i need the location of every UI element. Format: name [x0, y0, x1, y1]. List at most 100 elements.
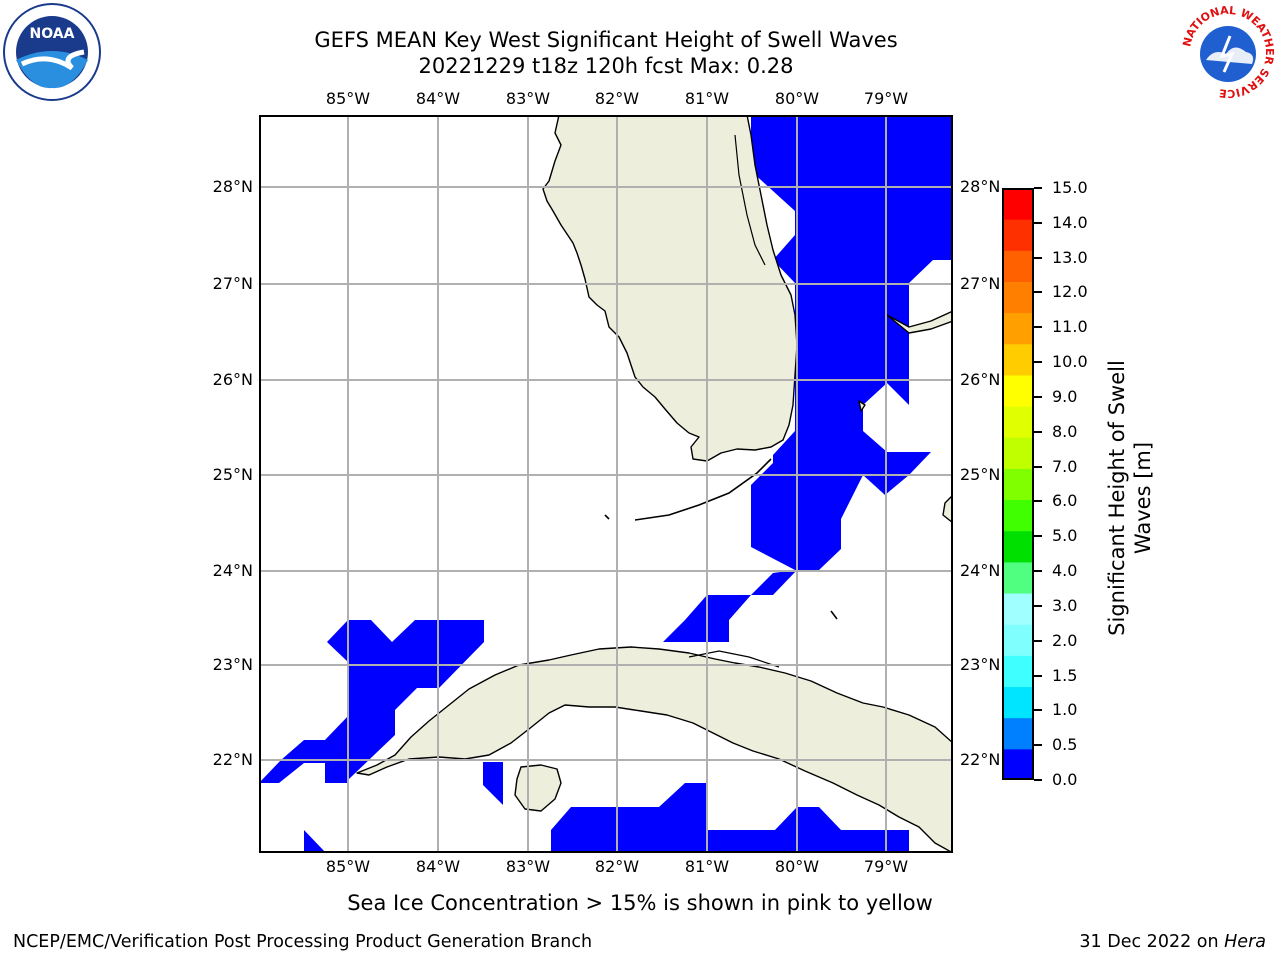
swell-region-southwest-gulf	[483, 762, 503, 805]
colorbar-tick-label: 5.0	[1052, 526, 1078, 546]
lon-tick-top-85w: 85°W	[325, 89, 371, 108]
colorbar-tick-mark	[1034, 395, 1042, 398]
bahamas-grand-bahama	[886, 310, 953, 334]
colorbar	[1002, 188, 1034, 780]
bahamas-cay	[858, 400, 866, 412]
colorbar-tick-mark	[1034, 430, 1042, 433]
colorbar-tick-label: 10.0	[1052, 352, 1088, 372]
lat-tick-left-23n: 23°N	[212, 655, 253, 674]
lon-tick-top-81w: 81°W	[684, 89, 730, 108]
colorbar-tick-mark	[1034, 744, 1042, 747]
colorbar-segment	[1002, 468, 1034, 501]
colorbar-segment	[1002, 281, 1034, 314]
colorbar-segment	[1002, 188, 1034, 220]
colorbar-tick-label: 1.0	[1052, 700, 1078, 720]
colorbar-tick-mark	[1034, 326, 1042, 329]
colorbar-segment	[1002, 748, 1034, 780]
lat-tick-right-27n: 27°N	[960, 274, 1001, 293]
colorbar-tick-mark	[1034, 291, 1042, 294]
land	[356, 115, 953, 853]
map-panel	[259, 115, 953, 853]
colorbar-segment	[1002, 437, 1034, 469]
colorbar-tick-label: 14.0	[1052, 212, 1088, 232]
colorbar-tick-label: 11.0	[1052, 317, 1088, 337]
colorbar-tick-label: 0.0	[1052, 770, 1078, 789]
colorbar-svg	[1002, 188, 1034, 780]
colorbar-segment	[1002, 624, 1034, 656]
chart-title: GEFS MEAN Key West Significant Height of…	[0, 27, 1212, 79]
colorbar-tick-label: 3.0	[1052, 595, 1078, 615]
title-line-2: 20221229 t18z 120h fcst Max: 0.28	[418, 54, 794, 78]
colorbar-tick-label: 13.0	[1052, 247, 1088, 267]
florida-east-lagoon	[734, 134, 766, 266]
map-svg	[259, 115, 953, 853]
colorbar-tick-mark	[1034, 535, 1042, 538]
colorbar-tick-mark	[1034, 674, 1042, 677]
colorbar-tick-mark	[1034, 361, 1042, 364]
colorbar-tick-mark	[1034, 187, 1042, 189]
lon-tick-bottom-82w: 82°W	[594, 857, 640, 876]
florida-peninsula	[542, 115, 798, 462]
title-line-1: GEFS MEAN Key West Significant Height of…	[314, 28, 898, 52]
colorbar-segment	[1002, 312, 1034, 345]
colorbar-segment	[1002, 717, 1034, 750]
lat-tick-left-28n: 28°N	[212, 177, 253, 196]
colorbar-tick-mark	[1034, 639, 1042, 642]
lon-tick-top-79w: 79°W	[863, 89, 909, 108]
isla-de-la-juventud	[514, 764, 562, 812]
colorbar-tick-mark	[1034, 221, 1042, 224]
lat-tick-right-28n: 28°N	[960, 177, 1001, 196]
colorbar-segment	[1002, 406, 1034, 438]
colorbar-tick-label: 8.0	[1052, 421, 1078, 441]
colorbar-tick-label: 7.0	[1052, 456, 1078, 476]
lon-tick-bottom-83w: 83°W	[505, 857, 551, 876]
lon-tick-bottom-79w: 79°W	[863, 857, 909, 876]
footer-date: 31 Dec 2022 on Hera	[1079, 932, 1266, 952]
colorbar-segment	[1002, 530, 1034, 563]
lat-tick-right-26n: 26°N	[960, 370, 1001, 389]
lon-tick-bottom-84w: 84°W	[415, 857, 461, 876]
lat-tick-right-23n: 23°N	[960, 655, 1001, 674]
svg-text:NOAA: NOAA	[30, 26, 75, 42]
cuba-north-cays	[688, 650, 780, 668]
colorbar-tick-label: 4.0	[1052, 561, 1078, 581]
cay-sal	[830, 610, 838, 620]
colorbar-label: Significant Height of Swell Waves [m]	[1105, 360, 1155, 636]
colorbar-segment	[1002, 343, 1034, 376]
colorbar-tick-label: 2.0	[1052, 630, 1078, 650]
lon-tick-bottom-85w: 85°W	[325, 857, 371, 876]
colorbar-tick-mark	[1034, 779, 1042, 781]
lon-tick-top-83w: 83°W	[505, 89, 551, 108]
footer-branch: NCEP/EMC/Verification Post Processing Pr…	[13, 932, 593, 952]
colorbar-segment	[1002, 561, 1034, 594]
lon-tick-bottom-81w: 81°W	[684, 857, 730, 876]
cuba	[356, 646, 953, 853]
colorbar-tick-mark	[1034, 570, 1042, 573]
lat-tick-right-25n: 25°N	[960, 465, 1001, 484]
sea-ice-note: Sea Ice Concentration > 15% is shown in …	[347, 891, 933, 915]
bahamas-andros	[942, 494, 953, 524]
colorbar-tick-mark	[1034, 465, 1042, 468]
colorbar-tick-mark	[1034, 709, 1042, 712]
colorbar-segment	[1002, 250, 1034, 282]
lat-tick-right-22n: 22°N	[960, 750, 1001, 769]
lat-tick-right-24n: 24°N	[960, 561, 1001, 580]
colorbar-segment	[1002, 686, 1034, 719]
colorbar-tick-label: 15.0	[1052, 178, 1088, 197]
footer-machine: Hera	[1224, 932, 1266, 952]
colorbar-segment	[1002, 593, 1034, 625]
dry-tortugas	[604, 514, 610, 520]
swell-region-gulf	[259, 620, 484, 853]
lat-tick-left-26n: 26°N	[212, 370, 253, 389]
lon-tick-top-84w: 84°W	[415, 89, 461, 108]
noaa-logo: NOAA	[2, 2, 102, 102]
colorbar-segment	[1002, 374, 1034, 407]
colorbar-tick-label: 9.0	[1052, 386, 1078, 406]
florida-keys	[634, 458, 772, 521]
swell-region-caribbean	[551, 783, 909, 853]
nws-logo: NATIONAL WEATHER SERVICE	[1178, 2, 1278, 102]
colorbar-segment	[1002, 219, 1034, 251]
lat-tick-left-24n: 24°N	[212, 561, 253, 580]
lat-tick-left-27n: 27°N	[212, 274, 253, 293]
colorbar-tick-label: 6.0	[1052, 491, 1078, 511]
